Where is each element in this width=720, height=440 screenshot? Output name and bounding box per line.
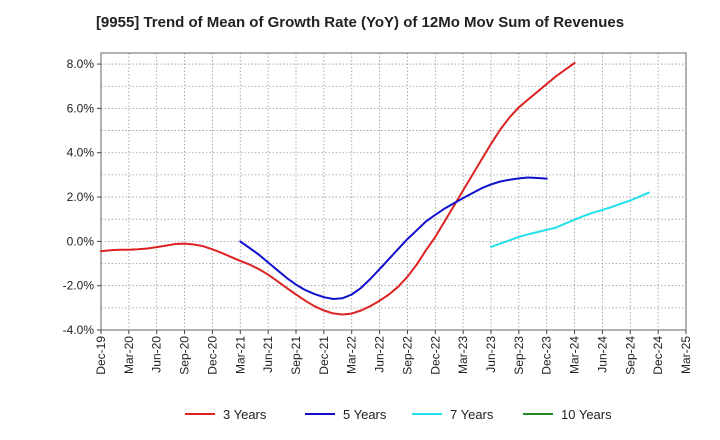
x-tick-label: Mar-21 — [233, 336, 247, 374]
plot-area — [101, 53, 686, 330]
legend-label: 3 Years — [223, 407, 267, 422]
series-line-5-years — [239, 176, 548, 300]
x-tick-label: Dec-22 — [428, 336, 442, 375]
x-tick-label: Jun-23 — [484, 336, 498, 373]
x-tick-label: Mar-22 — [345, 336, 359, 374]
y-tick-label: 8.0% — [67, 57, 95, 71]
legend-label: 10 Years — [561, 407, 612, 422]
x-tick-label: Jun-21 — [261, 336, 275, 373]
x-tick-label: Dec-23 — [540, 336, 554, 375]
x-tick-label: Sep-21 — [289, 336, 303, 375]
x-tick-label: Dec-20 — [205, 336, 219, 375]
x-tick-label: Mar-24 — [568, 336, 582, 374]
series-line-7-years — [490, 191, 650, 248]
y-tick-label: -4.0% — [63, 323, 95, 337]
x-tick-label: Jun-22 — [373, 336, 387, 373]
x-tick-label: Dec-24 — [651, 336, 665, 375]
x-tick-label: Jun-24 — [595, 336, 609, 373]
x-tick-label: Jun-20 — [150, 336, 164, 373]
x-tick-label: Mar-23 — [456, 336, 470, 374]
y-tick-label: -2.0% — [63, 279, 95, 293]
y-tick-label: 4.0% — [67, 146, 95, 160]
chart-title: [9955] Trend of Mean of Growth Rate (YoY… — [95, 14, 625, 31]
x-tick-label: Mar-20 — [122, 336, 136, 374]
series-line-3-years — [100, 62, 576, 316]
y-tick-label: 0.0% — [67, 234, 95, 248]
x-tick-label: Sep-23 — [512, 336, 526, 375]
x-tick-label: Dec-19 — [94, 336, 108, 375]
x-tick-label: Sep-24 — [623, 336, 637, 375]
x-tick-label: Mar-25 — [679, 336, 693, 374]
x-tick-label: Sep-20 — [178, 336, 192, 375]
y-tick-label: 6.0% — [67, 101, 95, 115]
x-tick-label: Dec-21 — [317, 336, 331, 375]
y-tick-label: 2.0% — [67, 190, 95, 204]
legend-label: 7 Years — [450, 407, 494, 422]
legend-label: 5 Years — [343, 407, 387, 422]
plot-border — [100, 52, 687, 331]
x-tick-label: Sep-22 — [400, 336, 414, 375]
